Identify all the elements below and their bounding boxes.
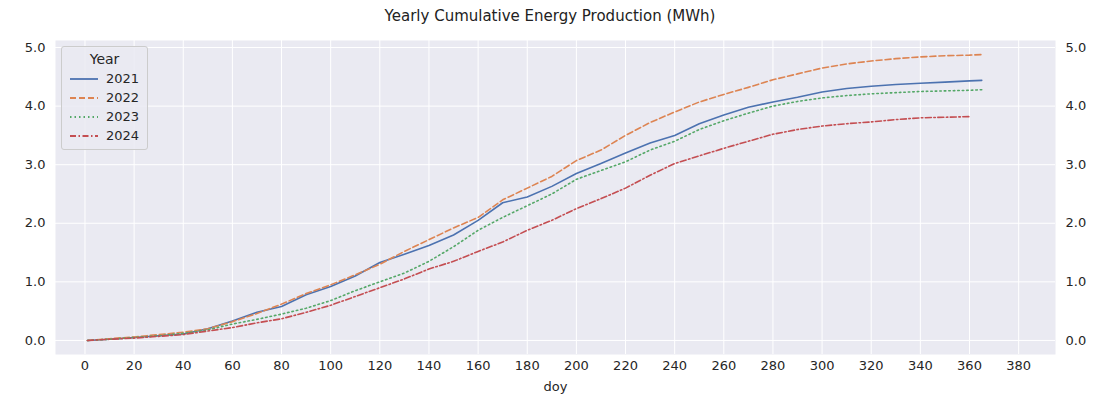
svg-text:3.0: 3.0: [25, 157, 46, 172]
svg-text:1.0: 1.0: [1066, 274, 1087, 289]
svg-text:2.0: 2.0: [1066, 215, 1087, 230]
svg-text:80: 80: [273, 358, 290, 373]
svg-text:0.0: 0.0: [25, 333, 46, 348]
svg-text:20: 20: [126, 358, 143, 373]
html-text:2024: 2024: [106, 128, 140, 143]
svg-text:160: 160: [466, 358, 491, 373]
svg-text:60: 60: [224, 358, 241, 373]
html-text:2022: 2022: [106, 90, 140, 105]
svg-text:100: 100: [318, 358, 343, 373]
svg-text:120: 120: [367, 358, 392, 373]
svg-text:4.0: 4.0: [25, 98, 46, 113]
svg-text:4.0: 4.0: [1066, 98, 1087, 113]
svg-text:2.0: 2.0: [25, 215, 46, 230]
svg-text:doy: doy: [544, 379, 568, 394]
svg-text:0: 0: [81, 358, 89, 373]
html-text:Year: Year: [89, 51, 120, 67]
svg-text:1.0: 1.0: [25, 274, 46, 289]
svg-text:340: 340: [908, 358, 933, 373]
svg-text:0.0: 0.0: [1066, 333, 1087, 348]
svg-text:380: 380: [1006, 358, 1031, 373]
svg-text:220: 220: [613, 358, 638, 373]
svg-text:200: 200: [564, 358, 589, 373]
html-text:Yearly Cumulative Energy Produ: Yearly Cumulative Energy Production (MWh…: [384, 7, 716, 25]
svg-text:140: 140: [417, 358, 442, 373]
svg-text:240: 240: [662, 358, 687, 373]
html-text:2021: 2021: [106, 71, 140, 86]
svg-text:320: 320: [859, 358, 884, 373]
svg-text:40: 40: [175, 358, 192, 373]
svg-text:5.0: 5.0: [1066, 40, 1087, 55]
svg-text:5.0: 5.0: [25, 40, 46, 55]
svg-text:180: 180: [515, 358, 540, 373]
svg-text:260: 260: [711, 358, 736, 373]
svg-text:360: 360: [957, 358, 982, 373]
svg-text:300: 300: [810, 358, 835, 373]
html-text:2023: 2023: [106, 109, 140, 124]
svg-text:3.0: 3.0: [1066, 157, 1087, 172]
svg-text:280: 280: [761, 358, 786, 373]
